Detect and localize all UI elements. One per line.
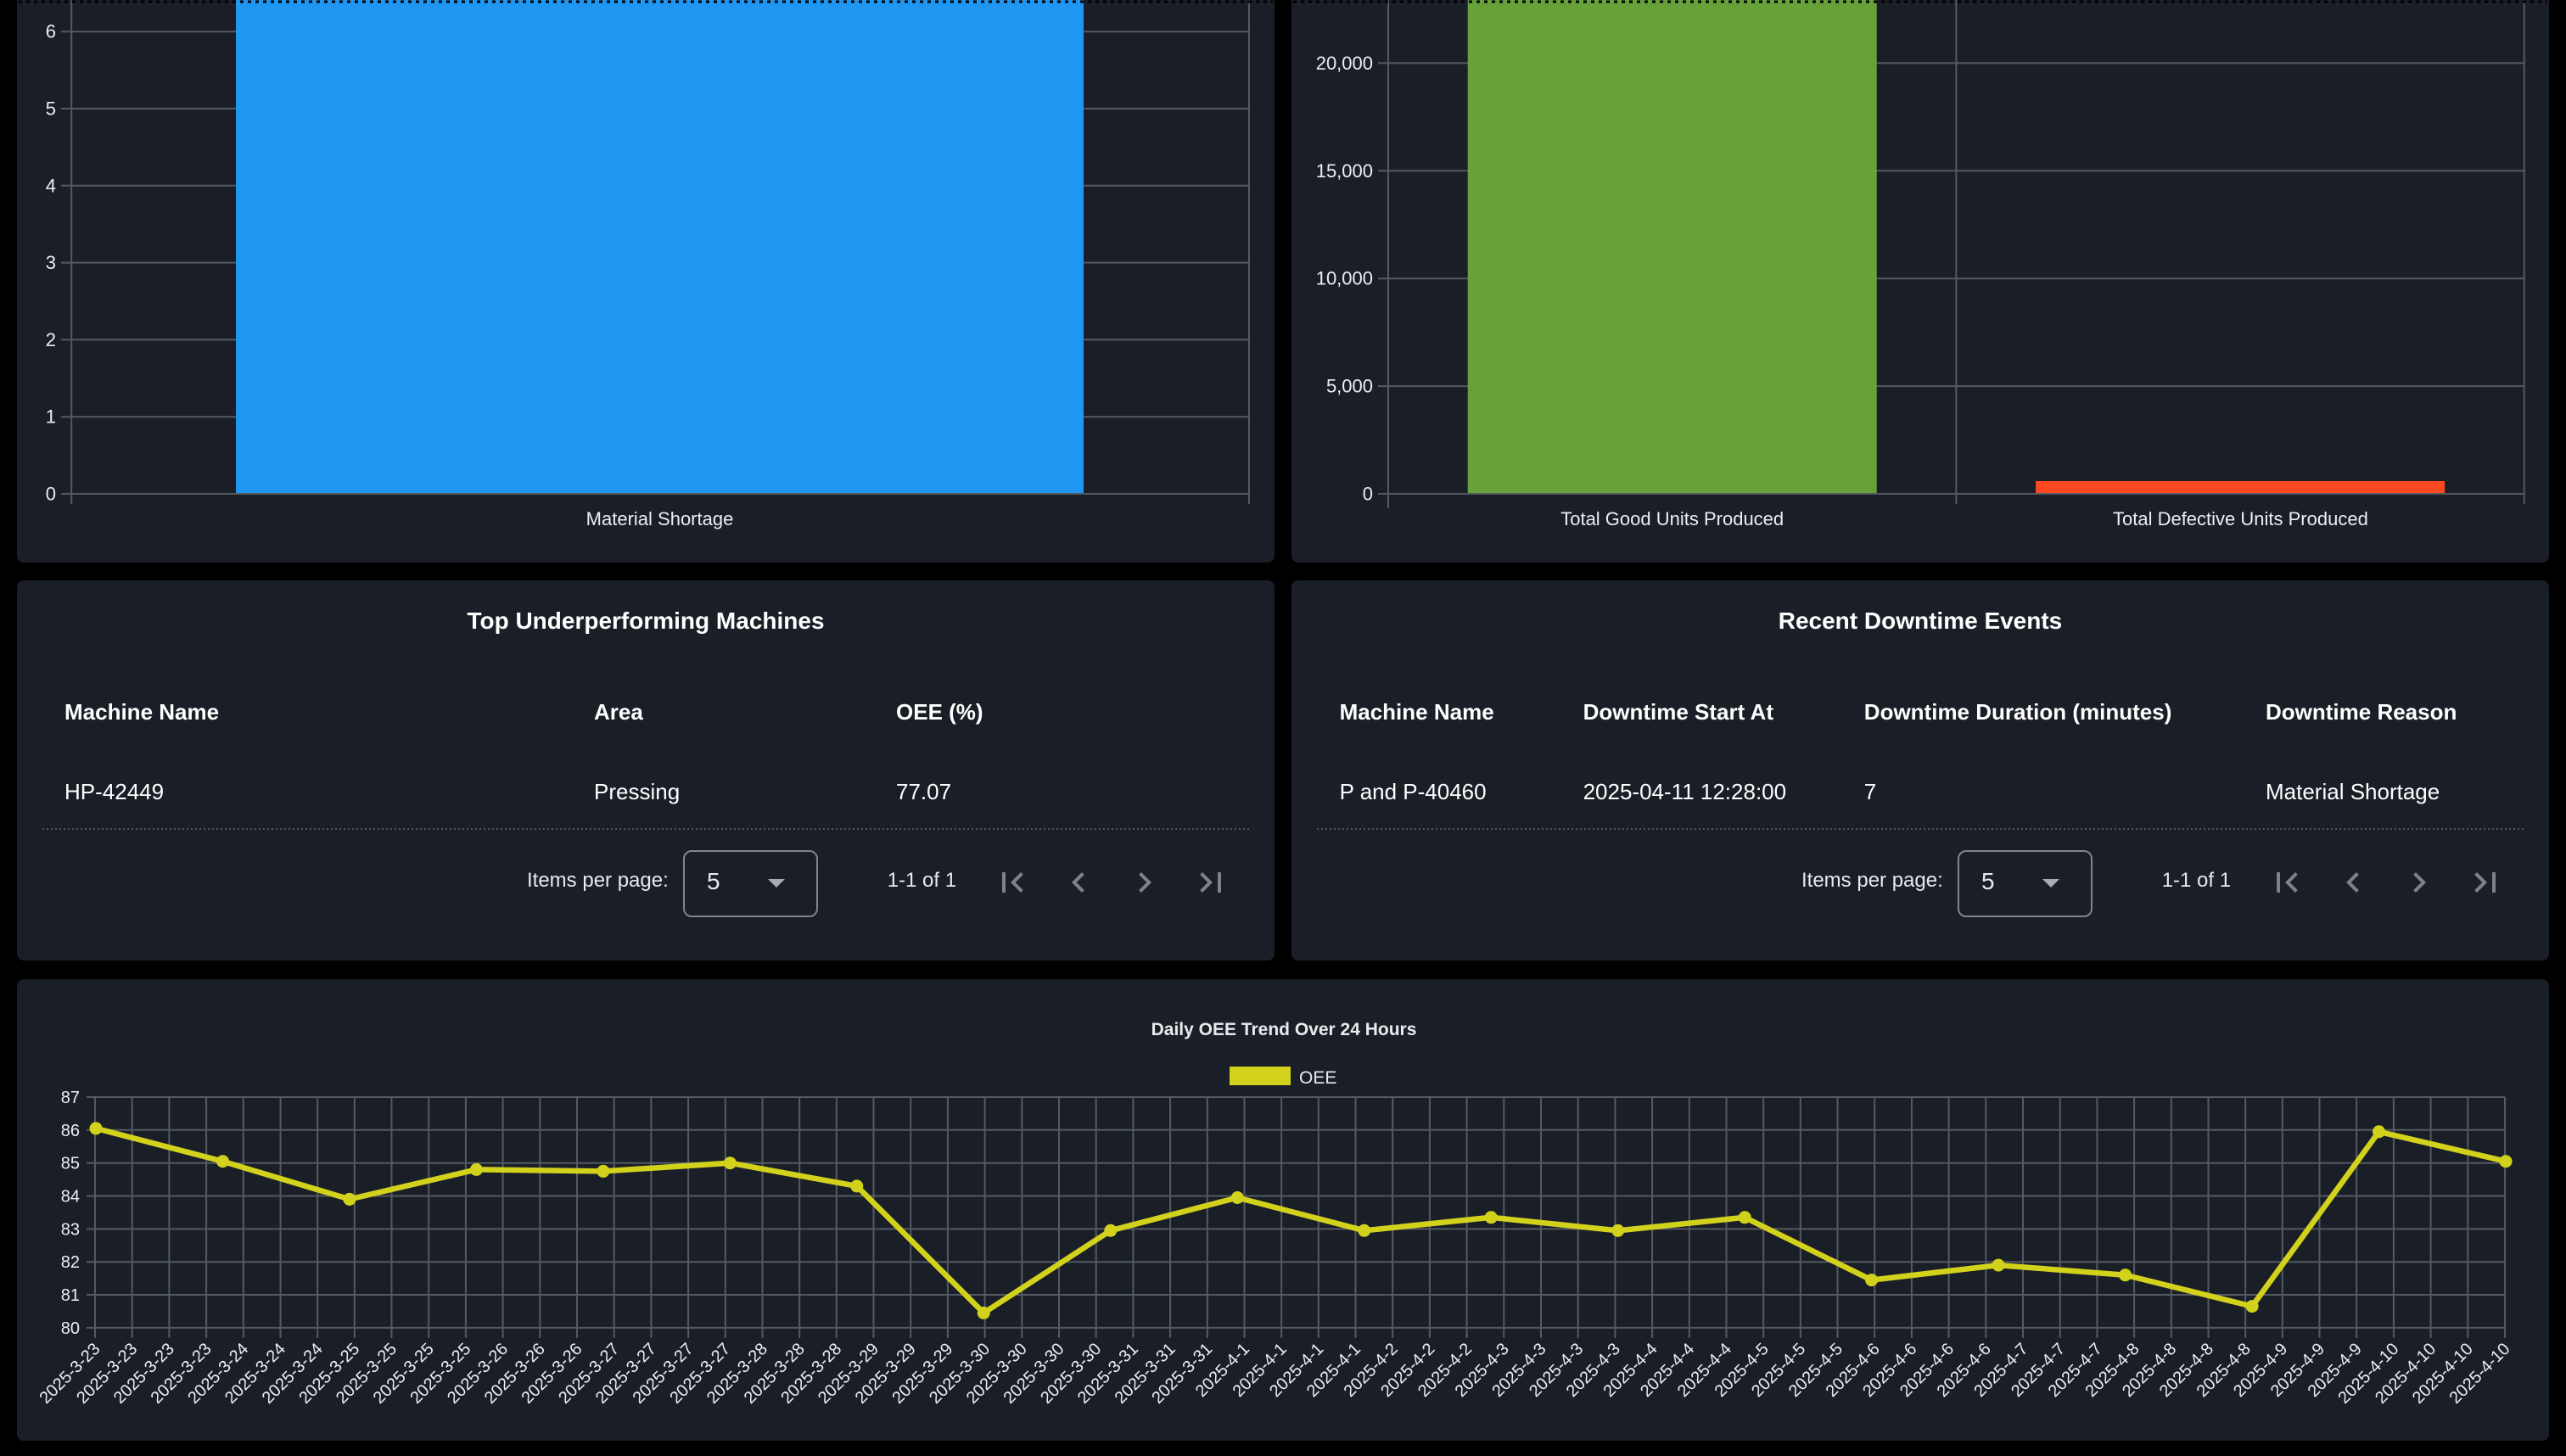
svg-text:3: 3 [46, 252, 56, 273]
svg-text:5: 5 [46, 98, 56, 120]
svg-text:84: 84 [61, 1188, 80, 1207]
svg-text:4: 4 [46, 175, 56, 196]
svg-text:Daily OEE Trend Over 24 Hours: Daily OEE Trend Over 24 Hours [1151, 1020, 1417, 1039]
svg-text:Total Good Units Produced: Total Good Units Produced [1560, 508, 1784, 529]
svg-text:86: 86 [61, 1122, 80, 1140]
svg-text:6: 6 [46, 21, 56, 42]
svg-text:10,000: 10,000 [1316, 268, 1373, 289]
svg-text:0: 0 [1363, 484, 1373, 505]
svg-text:85: 85 [61, 1155, 80, 1173]
svg-text:82: 82 [61, 1253, 80, 1272]
svg-text:Total Defective Units Produced: Total Defective Units Produced [2113, 508, 2368, 529]
svg-text:83: 83 [61, 1220, 80, 1239]
svg-text:80: 80 [61, 1319, 80, 1338]
svg-text:Material Shortage: Material Shortage [586, 508, 734, 529]
svg-text:20,000: 20,000 [1316, 53, 1373, 74]
svg-text:87: 87 [61, 1089, 80, 1107]
svg-text:5,000: 5,000 [1326, 376, 1373, 397]
svg-text:81: 81 [61, 1286, 80, 1305]
svg-text:1: 1 [46, 406, 56, 428]
svg-text:15,000: 15,000 [1316, 160, 1373, 182]
svg-text:OEE: OEE [1299, 1068, 1336, 1088]
svg-text:0: 0 [46, 484, 56, 505]
svg-text:2: 2 [46, 329, 56, 350]
